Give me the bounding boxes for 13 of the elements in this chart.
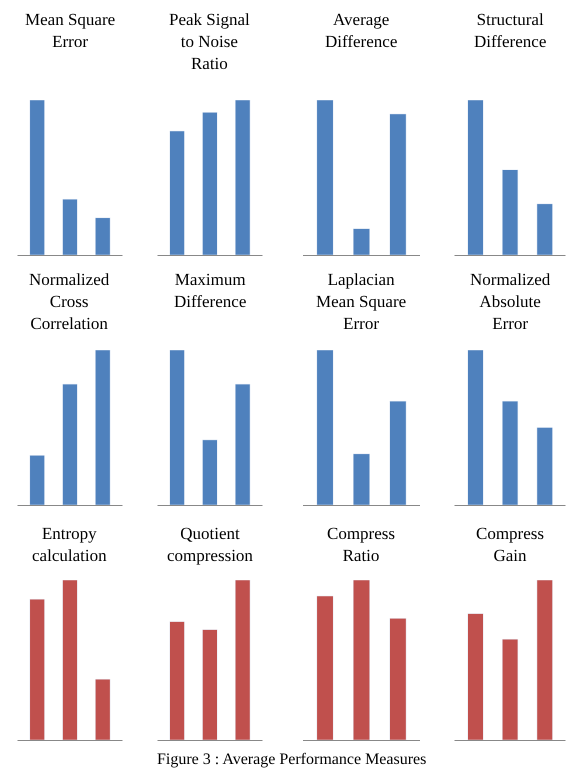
chart-title: Quotient compression <box>167 524 254 566</box>
chart-title: Peak Signal to Noise Ratio <box>169 10 250 74</box>
chart-title: Mean Square Error <box>25 10 116 52</box>
chart-title: Maximum Difference <box>174 270 246 312</box>
chart-title: Structural Difference <box>474 10 546 52</box>
chart-title: Entropy calculation <box>32 524 108 566</box>
chart-title: Laplacian Mean Square Error <box>316 270 406 334</box>
chart-title: Normalized Cross Correlation <box>29 270 110 334</box>
chart-title: Normalized Absolute Error <box>470 270 551 334</box>
caption: Figure 3 : Average Performance Measures <box>157 751 426 768</box>
chart-title: Average Difference <box>325 10 398 52</box>
chart-title: Compress Gain <box>476 524 544 566</box>
chart-title: Compress Ratio <box>327 524 395 566</box>
